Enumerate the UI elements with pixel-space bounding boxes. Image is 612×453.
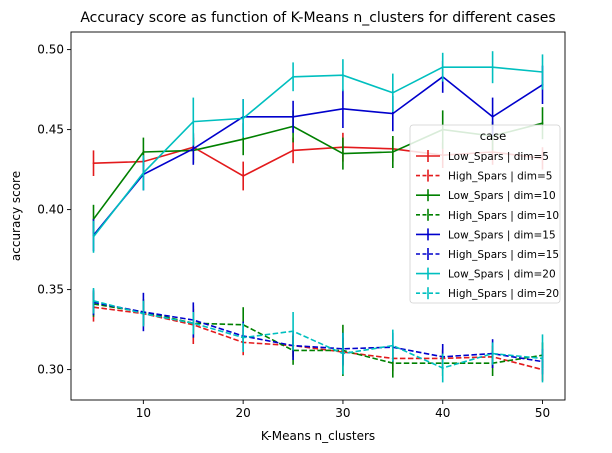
series-line [93,300,543,369]
data-point [391,344,394,347]
series-line [92,75,543,236]
legend-label: Low_Spars | dim=20 [448,269,556,281]
x-tick-label: 20 [236,406,251,420]
legend-item: Low_Spars | dim=10 [416,189,556,202]
chart-title: Accuracy score as function of K-Means n_… [80,10,555,26]
data-point [142,151,145,153]
legend-item: High_Spars | dim=15 [416,248,559,261]
series-6 [92,51,544,253]
data-point [142,312,145,315]
y-tick-label: 0.50 [37,43,64,57]
data-point [242,117,245,120]
data-point [92,162,95,165]
legend-item: High_Spars | dim=5 [416,169,552,183]
legend-label: Low_Spars | dim=15 [448,229,556,241]
legend-label: Low_Spars | dim=5 [448,151,549,163]
legend-label: High_Spars | dim=20 [448,288,559,300]
data-point [292,115,294,118]
data-point [342,152,344,155]
x-tick-label: 50 [535,406,550,420]
legend-title: case [480,129,506,143]
legend-item: High_Spars | dim=10 [416,208,559,222]
data-point [491,115,494,118]
data-point [292,75,294,78]
data-point [342,107,344,110]
x-tick-label: 40 [435,406,450,420]
data-point [242,175,245,177]
legend-label: High_Spars | dim=5 [448,171,552,183]
legend-label: Low_Spars | dim=10 [448,190,556,202]
data-point [391,112,394,115]
data-point [541,122,544,125]
legend-item: Low_Spars | dim=15 [416,228,556,241]
x-tick-label: 30 [335,406,350,420]
data-point [142,171,145,174]
series-line [93,301,543,363]
x-tick-label: 10 [136,406,151,420]
data-point [391,151,394,153]
y-tick-label: 0.45 [37,123,64,137]
data-point [192,147,195,150]
legend-item: High_Spars | dim=20 [416,287,559,300]
data-point [441,66,444,69]
data-point [391,362,394,365]
data-point [491,66,494,69]
y-axis-label: accuracy score [9,171,23,261]
data-point [342,74,344,77]
legend-label: High_Spars | dim=10 [448,210,559,222]
data-point [491,352,494,355]
axes-frame [70,31,566,401]
y-tick-label: 0.35 [37,283,64,297]
y-tick-label: 0.30 [37,363,64,377]
data-point [92,299,95,302]
data-point [292,149,294,152]
legend-item: Low_Spars | dim=5 [416,150,549,163]
legend: case Low_Spars | dim=5 High_Spars | dim=5 L… [409,124,561,304]
legend-box [409,124,561,304]
plot-area: 10 20 30 40 50 0.30 0.35 0.40 0.45 0.50 case Low_Sp… [37,31,566,420]
series-line [92,66,543,238]
data-point [242,138,245,141]
data-point [391,91,394,94]
data-point [192,322,195,325]
data-point [342,352,344,355]
legend-label: High_Spars | dim=15 [448,249,559,261]
y-tick-label: 0.40 [37,203,64,217]
x-axis-label: K-Means n_clusters [261,429,375,443]
data-point [242,336,245,339]
data-point [441,367,444,369]
data-point [541,357,544,360]
data-point [192,120,195,123]
series-7 [92,288,544,383]
legend-item: Low_Spars | dim=20 [416,267,556,281]
data-point [292,330,294,333]
data-point [92,235,95,238]
data-point [541,71,544,73]
